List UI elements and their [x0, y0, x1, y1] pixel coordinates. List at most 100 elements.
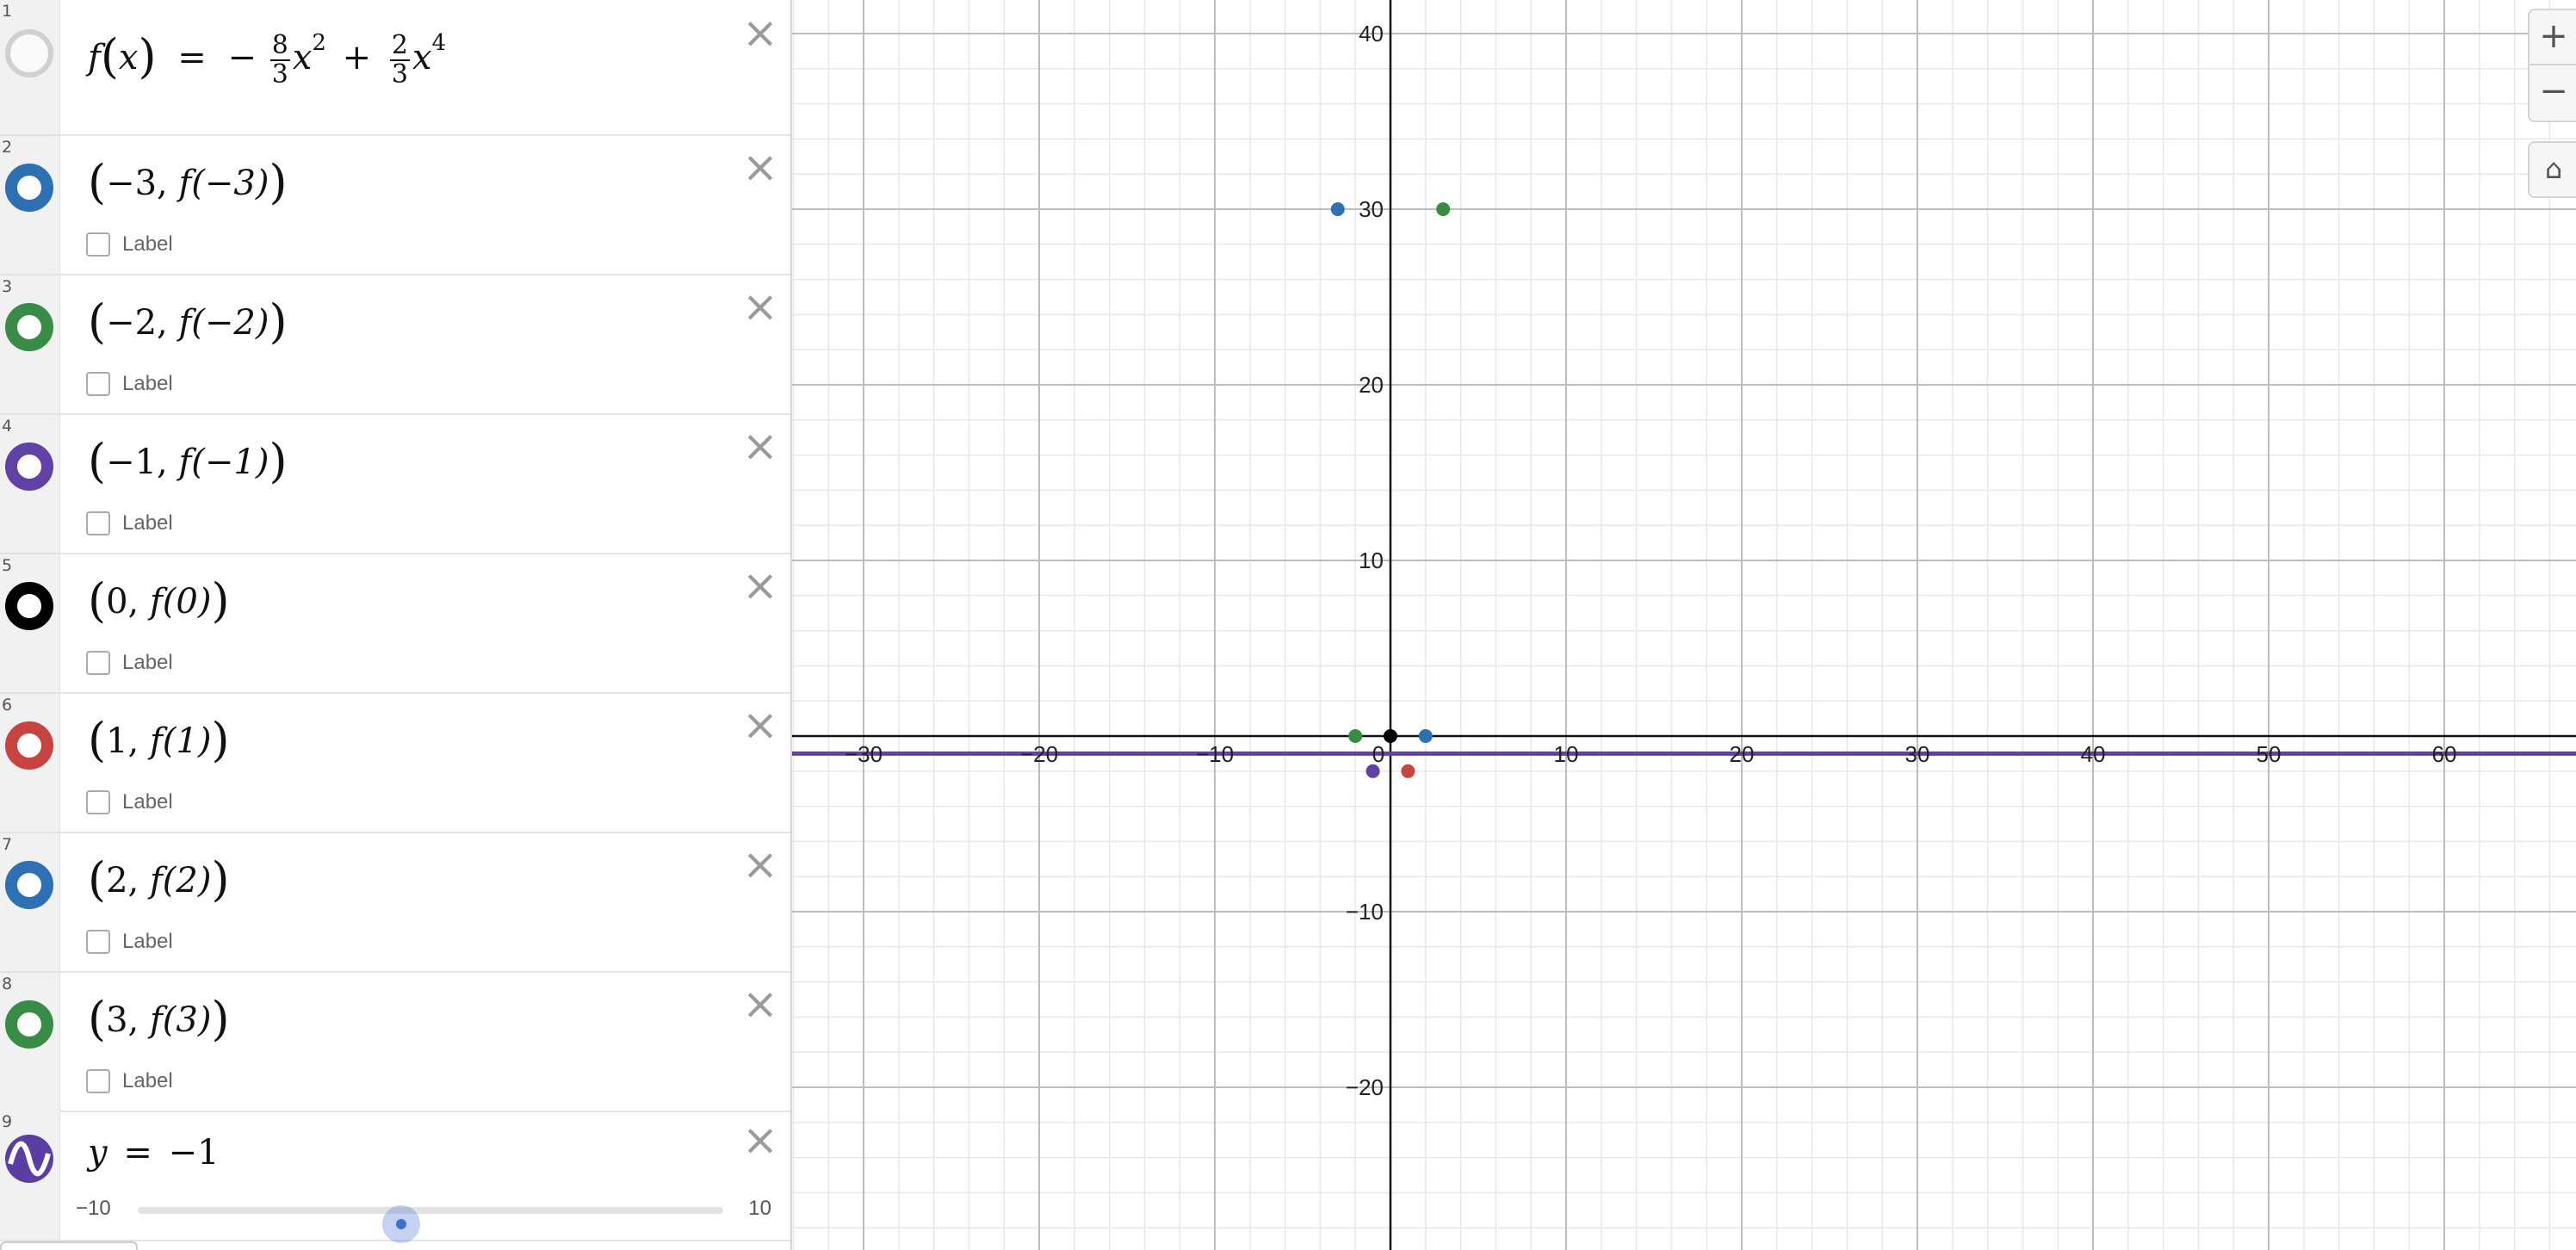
expression-list-bottom-tab[interactable] — [0, 1241, 138, 1250]
label-checkbox[interactable] — [86, 511, 110, 535]
point-color-toggle-icon[interactable] — [5, 164, 53, 212]
data-point — [1330, 202, 1345, 216]
slider-max[interactable]: 10 — [748, 1197, 771, 1220]
point-y-call: f(0) — [149, 582, 212, 622]
y-tick-label: −10 — [1346, 899, 1384, 925]
label-checkbox[interactable] — [86, 930, 110, 954]
expression-gutter: 7 — [0, 833, 60, 971]
value-slider[interactable]: −10 10 — [76, 1193, 782, 1243]
close-icon[interactable]: × — [742, 1115, 778, 1165]
point-expression[interactable]: (−3, f(−3)) — [88, 155, 288, 209]
expression-row-8[interactable]: 8 (3, f(3)) × Label — [0, 973, 790, 1112]
expression-index: 9 — [2, 1112, 13, 1131]
expression-gutter: 6 — [0, 694, 60, 832]
slider-min[interactable]: −10 — [76, 1197, 111, 1220]
y-tick-label: 30 — [1359, 196, 1384, 222]
expression-row-4[interactable]: 4 (−1, f(−1)) × Label — [0, 415, 790, 554]
close-icon[interactable]: × — [742, 979, 778, 1029]
x-tick-label: −20 — [1020, 741, 1058, 767]
point-x-arg: 3, — [106, 1000, 139, 1040]
expression-index: 6 — [2, 696, 13, 715]
expression-row-9[interactable]: 9 y = −1 × −10 10 — [0, 1111, 790, 1243]
point-y-call: f(3) — [149, 1000, 212, 1040]
function-name: f — [88, 38, 101, 77]
equals-sign: = — [177, 38, 207, 77]
expression-gutter: 8 — [0, 973, 60, 1111]
exponent-2: 4 — [431, 30, 447, 56]
function-formula[interactable]: f(x) = − 8 3 x2 + 2 3 x4 — [88, 29, 447, 90]
y-tick-label: 10 — [1359, 548, 1384, 573]
point-expression[interactable]: (0, f(0)) — [88, 573, 230, 628]
data-point — [1384, 729, 1397, 743]
point-color-toggle-icon[interactable] — [5, 442, 53, 491]
label-toggle[interactable]: Label — [86, 651, 173, 675]
label-toggle[interactable]: Label — [86, 232, 173, 257]
point-expression[interactable]: (3, f(3)) — [88, 992, 230, 1046]
label-checkbox[interactable] — [86, 1069, 110, 1093]
slider-equation[interactable]: y = −1 — [88, 1133, 220, 1173]
label-checkbox[interactable] — [86, 790, 110, 814]
expression-row-3[interactable]: 3 (−2, f(−2)) × Label — [0, 275, 790, 415]
expression-row-2[interactable]: 2 (−3, f(−3)) × Label — [0, 136, 790, 275]
zoom-in-icon[interactable]: + — [2528, 9, 2576, 65]
label-text: Label — [122, 930, 173, 953]
label-toggle[interactable]: Label — [86, 372, 173, 396]
expression-index: 8 — [2, 975, 13, 993]
graph-canvas[interactable]: −30 −20 −10 0 10 20 30 40 50 60 40 30 20 10 −10 −20 — [792, 0, 2576, 1250]
data-point — [1365, 764, 1380, 778]
x-tick-label: −10 — [1196, 741, 1234, 767]
close-icon[interactable]: × — [742, 560, 778, 610]
close-icon[interactable]: × — [742, 700, 778, 750]
point-expression[interactable]: (−1, f(−1)) — [88, 434, 288, 488]
point-expression[interactable]: (2, f(2)) — [88, 852, 230, 907]
wave-color-toggle-icon[interactable] — [5, 1135, 53, 1183]
expression-row-7[interactable]: 7 (2, f(2)) × Label — [0, 833, 790, 973]
point-x-arg: 2, — [106, 861, 139, 900]
expression-gutter: 2 — [0, 136, 60, 274]
label-checkbox[interactable] — [86, 232, 110, 257]
expression-row-6[interactable]: 6 (1, f(1)) × Label — [0, 694, 790, 833]
close-icon[interactable]: × — [742, 839, 778, 889]
x-tick-label: 60 — [2432, 741, 2457, 767]
expression-gutter: 3 — [0, 275, 60, 413]
point-color-toggle-icon[interactable] — [5, 861, 53, 909]
close-icon[interactable]: × — [742, 282, 778, 331]
expression-index: 1 — [2, 2, 13, 21]
label-checkbox[interactable] — [86, 372, 110, 396]
close-icon[interactable]: × — [742, 142, 778, 192]
expression-row-1[interactable]: 1 f(x) = − 8 3 x2 + 2 3 x4 × — [0, 0, 790, 136]
close-icon[interactable]: × — [742, 421, 778, 471]
label-text: Label — [122, 651, 173, 674]
close-icon[interactable]: × — [742, 8, 778, 58]
graph-paper[interactable]: −30 −20 −10 0 10 20 30 40 50 60 40 30 20 10 −10 −20 — [792, 0, 2576, 1250]
point-x-arg: −2, — [106, 303, 168, 343]
zoom-out-icon[interactable]: − — [2528, 65, 2576, 122]
expression-gutter: 1 — [0, 0, 60, 134]
point-expression[interactable]: (1, f(1)) — [88, 713, 230, 767]
expression-index: 3 — [2, 277, 13, 296]
point-color-toggle-icon[interactable] — [5, 721, 53, 770]
point-color-toggle-icon[interactable] — [5, 303, 53, 351]
slider-track[interactable] — [138, 1205, 723, 1243]
label-toggle[interactable]: Label — [86, 1069, 173, 1093]
label-text: Label — [122, 790, 173, 814]
slider-thumb[interactable] — [382, 1205, 420, 1243]
label-checkbox[interactable] — [86, 651, 110, 675]
point-color-toggle-icon[interactable] — [5, 582, 53, 630]
hidden-color-toggle-icon[interactable] — [5, 29, 53, 77]
label-toggle[interactable]: Label — [86, 930, 173, 954]
label-toggle[interactable]: Label — [86, 511, 173, 535]
expression-list: 1 f(x) = − 8 3 x2 + 2 3 x4 × 2 (−3, f(−3)) × La… — [0, 0, 792, 1250]
home-icon[interactable]: ⌂ — [2528, 141, 2576, 198]
point-expression[interactable]: (−2, f(−2)) — [88, 294, 288, 349]
x-tick-label: 50 — [2257, 741, 2282, 767]
point-color-toggle-icon[interactable] — [5, 1000, 53, 1049]
label-toggle[interactable]: Label — [86, 790, 173, 814]
expression-row-5[interactable]: 5 (0, f(0)) × Label — [0, 554, 790, 694]
point-x-arg: −3, — [106, 164, 168, 203]
function-variable: x — [118, 38, 139, 77]
label-text: Label — [122, 511, 173, 535]
x-tick-label: 40 — [2081, 741, 2106, 767]
